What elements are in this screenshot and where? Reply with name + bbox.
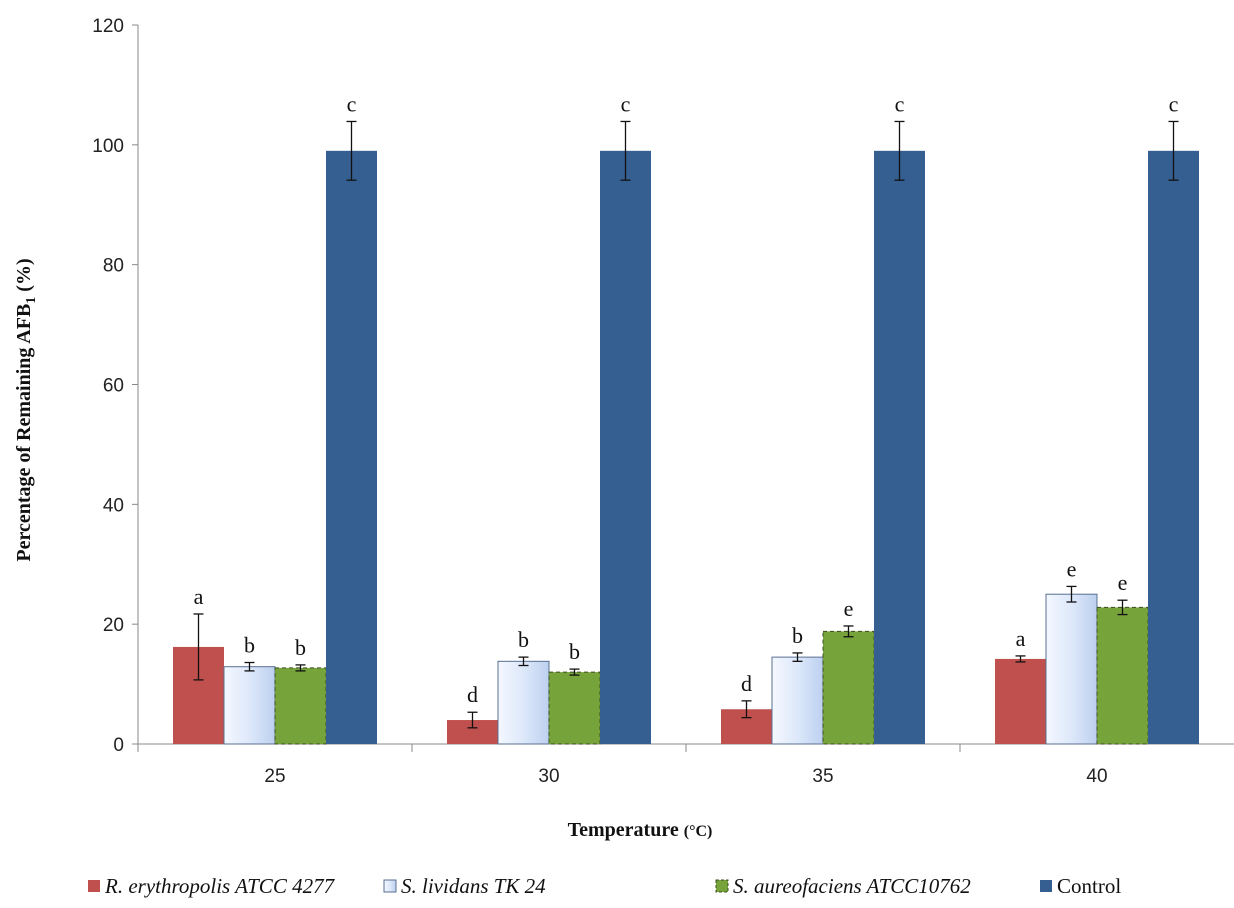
- y-axis-title: Percentage of Remaining AFB1 (%): [13, 258, 39, 561]
- bar: [995, 658, 1046, 744]
- bar: [274, 667, 327, 745]
- legend-swatch: [1040, 880, 1052, 892]
- y-tick-label: 0: [113, 735, 124, 756]
- bar: [497, 660, 550, 745]
- y-axis-title-subscript: 1: [24, 297, 39, 304]
- significance-label: e: [844, 596, 854, 621]
- legend-swatch: [383, 879, 397, 893]
- legend-swatch: [715, 879, 729, 893]
- legend-label: R. erythropolis ATCC 4277: [104, 874, 336, 898]
- significance-label: c: [621, 91, 631, 116]
- y-axis-title-unit: (%): [13, 258, 35, 296]
- significance-label: a: [194, 584, 204, 609]
- x-axis-title: Temperature (°C): [568, 819, 713, 841]
- x-axis-title-main: Temperature: [568, 819, 684, 841]
- bar: [548, 671, 601, 745]
- bar: [600, 150, 651, 744]
- x-tick-label: 40: [1086, 766, 1107, 787]
- y-tick-label: 40: [103, 495, 124, 516]
- significance-label: c: [1169, 91, 1179, 116]
- bar: [874, 150, 925, 744]
- significance-label: c: [347, 91, 357, 116]
- x-axis-title-unit: (°C): [684, 823, 713, 840]
- significance-label: d: [467, 682, 478, 707]
- bar: [1045, 593, 1098, 745]
- y-tick-label: 80: [103, 256, 124, 277]
- x-tick-label: 35: [812, 766, 833, 787]
- significance-label: e: [1118, 570, 1128, 595]
- significance-label: b: [295, 635, 306, 660]
- significance-label: a: [1016, 626, 1026, 651]
- significance-label: e: [1067, 556, 1077, 581]
- legend-swatch: [88, 880, 100, 892]
- legend-label: Control: [1057, 874, 1121, 898]
- y-tick-label: 60: [103, 376, 124, 397]
- legend-label: S. lividans TK 24: [401, 874, 546, 898]
- bar: [1096, 606, 1149, 745]
- bar: [1148, 150, 1199, 744]
- legend-label: S. aureofaciens ATCC10762: [733, 874, 971, 898]
- y-axis-title-main: Percentage of Remaining AFB: [13, 304, 35, 562]
- y-tick-label: 120: [92, 16, 124, 37]
- y-tick-label: 100: [92, 136, 124, 157]
- significance-label: b: [569, 639, 580, 664]
- significance-label: c: [895, 91, 905, 116]
- bar: [447, 720, 498, 744]
- y-tick-label: 20: [103, 615, 124, 636]
- bar: [822, 630, 875, 745]
- x-tick-label: 25: [264, 766, 285, 787]
- significance-label: b: [518, 627, 529, 652]
- bar: [326, 150, 377, 744]
- bar: [771, 656, 824, 745]
- significance-label: b: [244, 633, 255, 658]
- x-tick-label: 30: [538, 766, 559, 787]
- significance-label: b: [792, 623, 803, 648]
- bar: [223, 666, 276, 745]
- significance-label: d: [741, 671, 752, 696]
